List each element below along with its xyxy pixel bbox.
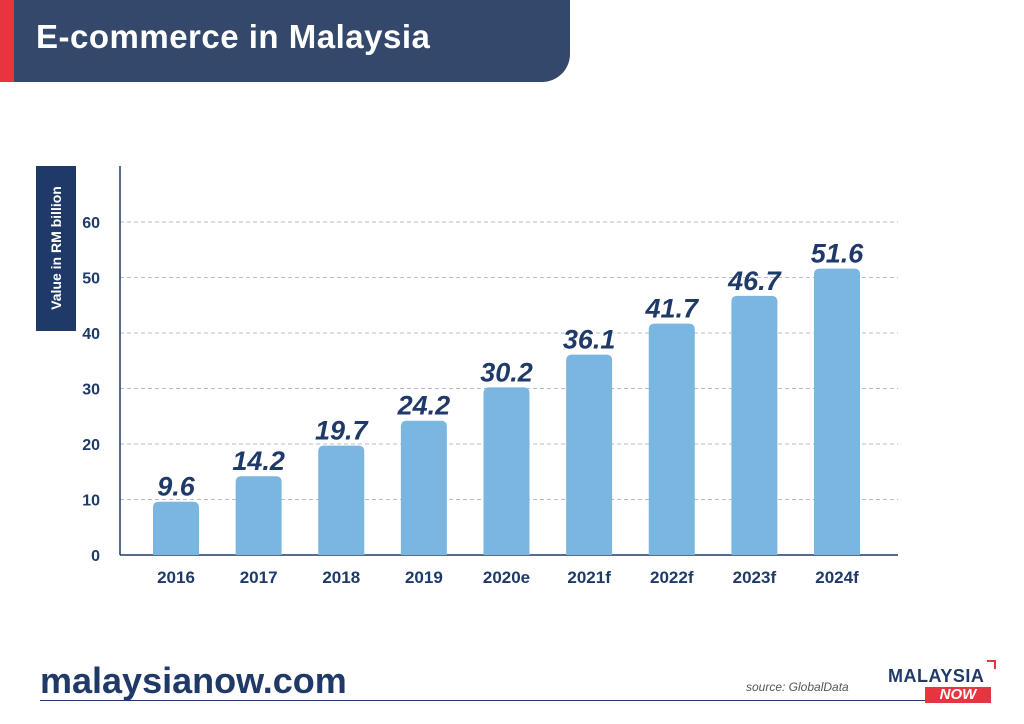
- bar: [814, 268, 860, 555]
- logo-corner-mark: [987, 660, 996, 669]
- bar: [648, 323, 695, 555]
- data-label: 24.2: [397, 391, 451, 421]
- data-label: 46.7: [727, 266, 783, 296]
- header-bar: [14, 0, 570, 82]
- x-tick-label: 2022f: [650, 568, 694, 587]
- x-tick-label: 2024f: [815, 568, 859, 587]
- y-tick-label: 30: [82, 382, 100, 399]
- data-label: 14.2: [232, 446, 285, 476]
- bar: [318, 445, 365, 555]
- data-label: 41.7: [644, 294, 700, 324]
- footer-divider: [40, 700, 985, 701]
- data-label: 51.6: [811, 239, 865, 269]
- data-label: 19.7: [315, 416, 370, 446]
- logo-text-top: MALAYSIA: [888, 666, 985, 686]
- source-note: source: GlobalData: [746, 680, 849, 694]
- site-name: malaysianow.com: [40, 660, 347, 701]
- y-axis-label-box: [36, 166, 76, 331]
- data-label: 30.2: [480, 357, 533, 387]
- x-tick-label: 2020e: [483, 568, 530, 587]
- x-tick-label: 2016: [157, 568, 195, 587]
- header-accent: [0, 0, 14, 82]
- bar: [566, 354, 613, 555]
- x-tick-label: 2023f: [733, 568, 777, 587]
- y-tick-label: 20: [82, 437, 100, 454]
- y-tick-label: 50: [82, 271, 100, 288]
- x-tick-label: 2018: [322, 568, 360, 587]
- y-tick-label: 0: [91, 548, 100, 565]
- data-label: 36.1: [563, 325, 616, 355]
- chart-title: E-commerce in Malaysia: [36, 18, 431, 55]
- bar: [235, 476, 282, 555]
- x-tick-label: 2019: [405, 568, 443, 587]
- y-tick-label: 60: [82, 215, 100, 232]
- y-axis-label: Value in RM billion: [48, 186, 64, 310]
- x-tick-label: 2021f: [567, 568, 611, 587]
- y-tick-label: 40: [82, 326, 100, 343]
- data-label: 9.6: [157, 472, 196, 502]
- bar: [153, 501, 199, 555]
- bar: [400, 420, 447, 555]
- y-tick-label: 10: [82, 493, 100, 510]
- x-tick-label: 2017: [240, 568, 278, 587]
- bar: [483, 387, 530, 555]
- logo-text-bottom: NOW: [925, 687, 991, 703]
- bar: [731, 295, 778, 555]
